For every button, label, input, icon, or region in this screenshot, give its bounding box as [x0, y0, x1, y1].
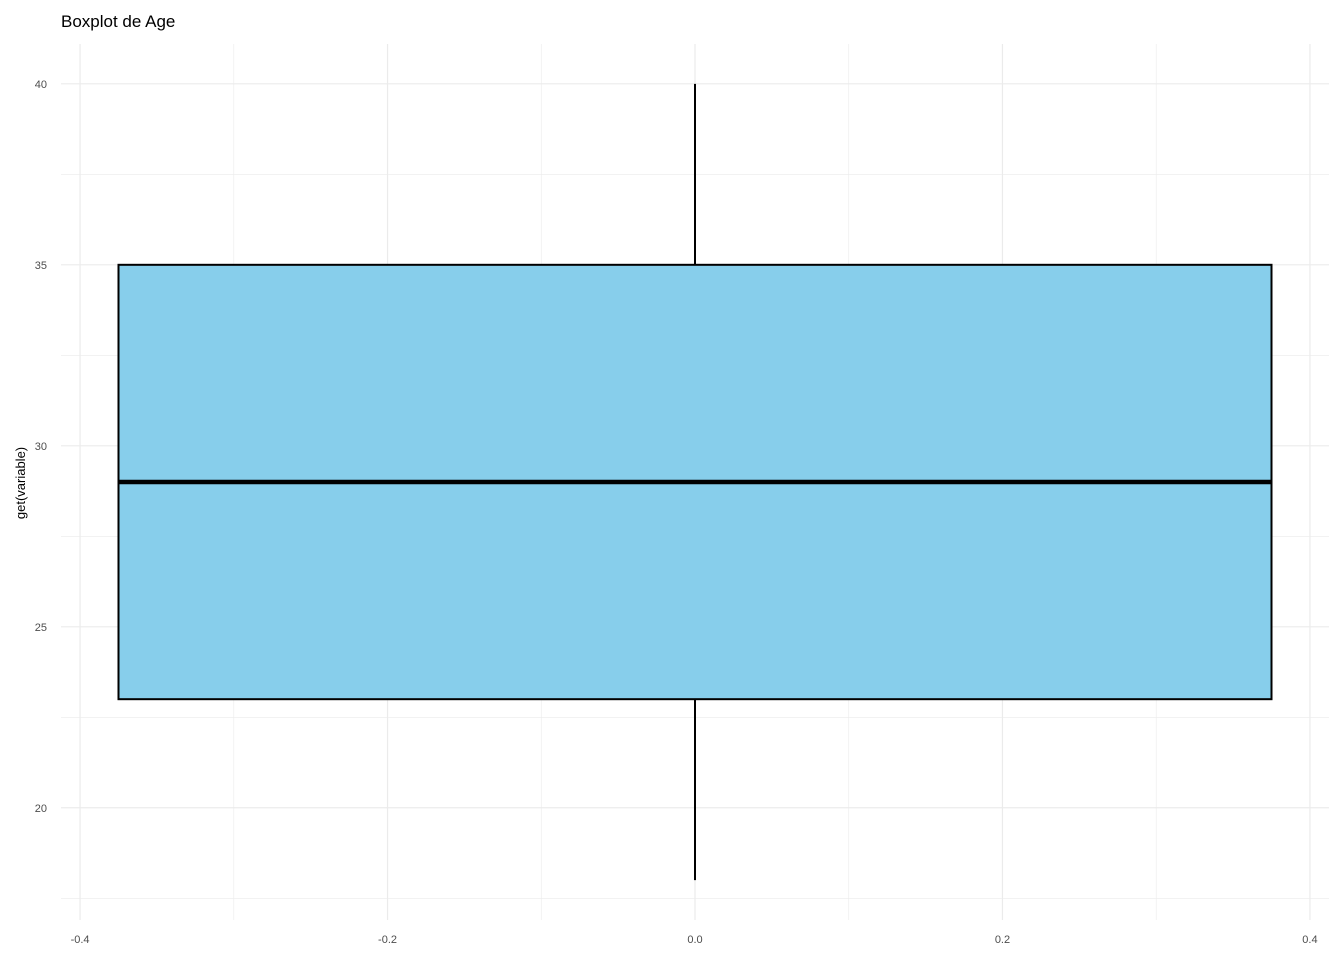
- x-tick-label: 0.0: [687, 934, 702, 946]
- x-tick-label: 0.4: [1302, 934, 1317, 946]
- tick-labels: -0.4 -0.2 0.0 0.2 0.4 20 25 30 35 40: [35, 79, 1318, 946]
- x-tick-label: -0.4: [71, 934, 90, 946]
- y-tick-label: 25: [35, 622, 47, 634]
- x-tick-label: -0.2: [378, 934, 397, 946]
- y-tick-label: 20: [35, 803, 47, 815]
- y-tick-label: 40: [35, 79, 47, 91]
- y-axis-label: get(variable): [13, 447, 28, 519]
- box-group: [117, 83, 1273, 881]
- y-tick-label: 35: [35, 260, 47, 272]
- x-tick-label: 0.2: [995, 934, 1010, 946]
- y-tick-label: 30: [35, 441, 47, 453]
- chart-title: Boxplot de Age: [61, 12, 175, 31]
